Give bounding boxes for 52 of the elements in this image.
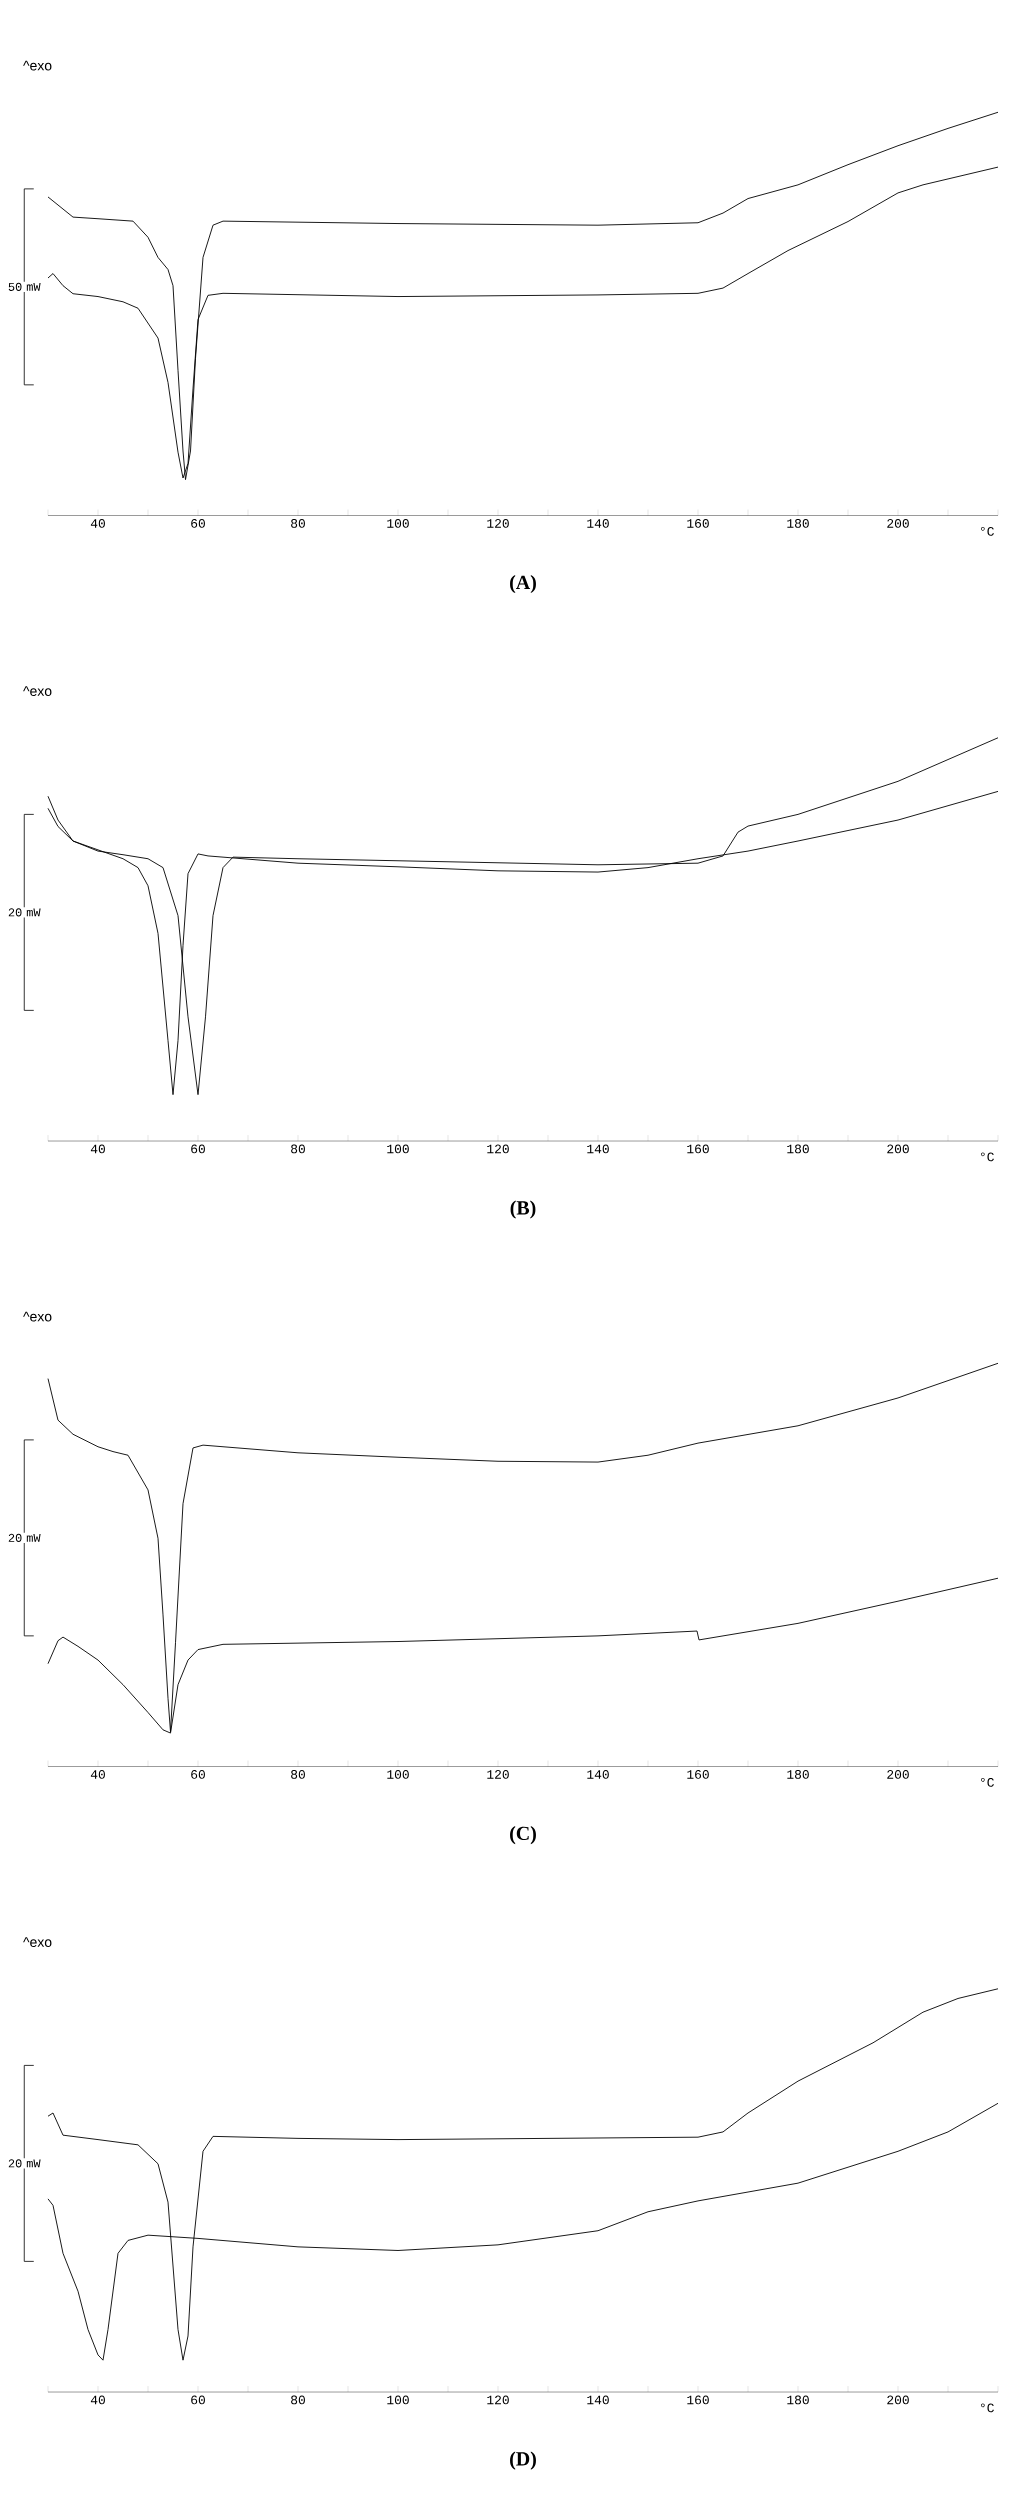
x-axis-title: °C bbox=[981, 2403, 994, 2413]
x-tick-label: 40 bbox=[90, 1144, 105, 1154]
y-axis-title: ^exo bbox=[23, 1311, 52, 1322]
y-axis-title: ^exo bbox=[23, 686, 52, 696]
x-tick-label: 140 bbox=[587, 1770, 609, 1779]
x-tick-label: 60 bbox=[191, 519, 205, 528]
x-tick-label: 180 bbox=[787, 2395, 809, 2405]
text: 20 mW bbox=[8, 908, 41, 917]
x-tick-label: 100 bbox=[387, 2395, 409, 2405]
x-tick-label: 180 bbox=[787, 1770, 809, 1779]
x-tick-label: 160 bbox=[687, 2395, 709, 2405]
text: (C) bbox=[510, 1826, 536, 1845]
text: 50 mW bbox=[8, 282, 41, 291]
x-tick-label: 140 bbox=[587, 519, 609, 528]
x-tick-label: 200 bbox=[887, 2395, 909, 2405]
x-tick-label: 100 bbox=[387, 1770, 409, 1779]
x-tick-label: 140 bbox=[587, 2395, 609, 2405]
x-tick-label: 180 bbox=[787, 519, 809, 528]
x-tick-label: 200 bbox=[887, 519, 909, 528]
x-tick-label: 100 bbox=[387, 1144, 409, 1154]
x-tick-label: 40 bbox=[90, 2395, 105, 2405]
y-axis-title: ^exo bbox=[23, 1937, 52, 1948]
x-tick-label: 60 bbox=[191, 2395, 205, 2405]
x-tick-label: 200 bbox=[887, 1144, 909, 1154]
x-axis-title: °C bbox=[981, 527, 994, 536]
x-tick-label: 120 bbox=[487, 1144, 509, 1154]
x-tick-label: 160 bbox=[687, 1770, 709, 1779]
text: (D) bbox=[510, 2451, 536, 2470]
x-tick-label: 40 bbox=[90, 1770, 105, 1779]
x-tick-label: 80 bbox=[291, 1770, 305, 1779]
x-tick-label: 160 bbox=[687, 1144, 709, 1154]
text: 20 mW bbox=[8, 2159, 41, 2168]
x-tick-label: 200 bbox=[887, 1770, 909, 1779]
y-axis-title: ^exo bbox=[23, 60, 52, 71]
x-tick-label: 100 bbox=[387, 519, 409, 528]
x-tick-label: 120 bbox=[487, 1770, 509, 1779]
x-tick-label: 120 bbox=[487, 2395, 509, 2405]
x-tick-label: 80 bbox=[291, 2395, 305, 2405]
x-tick-label: 180 bbox=[787, 1144, 809, 1154]
x-tick-label: 40 bbox=[90, 519, 105, 528]
text: (B) bbox=[510, 1200, 536, 1219]
x-tick-label: 60 bbox=[191, 1144, 205, 1154]
x-tick-label: 80 bbox=[291, 519, 305, 528]
text: (A) bbox=[510, 575, 536, 594]
x-tick-label: 60 bbox=[191, 1770, 205, 1779]
x-axis-title: °C bbox=[981, 1778, 994, 1787]
x-tick-label: 140 bbox=[587, 1144, 609, 1154]
x-tick-label: 120 bbox=[487, 519, 509, 528]
x-axis-title: °C bbox=[981, 1152, 994, 1162]
x-tick-label: 160 bbox=[687, 519, 709, 528]
text: 20 mW bbox=[8, 1533, 41, 1542]
x-tick-label: 80 bbox=[291, 1144, 305, 1154]
